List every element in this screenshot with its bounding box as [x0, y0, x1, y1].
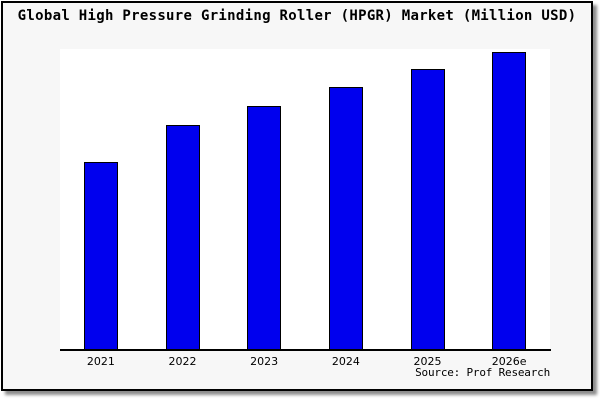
plot-area	[60, 49, 550, 351]
bar-2026e	[492, 52, 527, 351]
x-axis-line	[60, 349, 551, 351]
x-tick-label-2022: 2022	[168, 355, 197, 368]
x-tick-label-2024: 2024	[331, 355, 360, 368]
x-tick-label-2021: 2021	[86, 355, 115, 368]
chart-title: Global High Pressure Grinding Roller (HP…	[17, 8, 577, 24]
chart-panel: Global High Pressure Grinding Roller (HP…	[1, 1, 593, 391]
bar-2024	[328, 87, 363, 351]
bar-2025	[410, 69, 445, 351]
x-tick-label-2023: 2023	[250, 355, 279, 368]
source-credit: Source: Prof Research	[415, 366, 550, 379]
bar-2023	[247, 106, 282, 351]
bar-2022	[165, 125, 200, 351]
bar-2021	[83, 162, 118, 351]
